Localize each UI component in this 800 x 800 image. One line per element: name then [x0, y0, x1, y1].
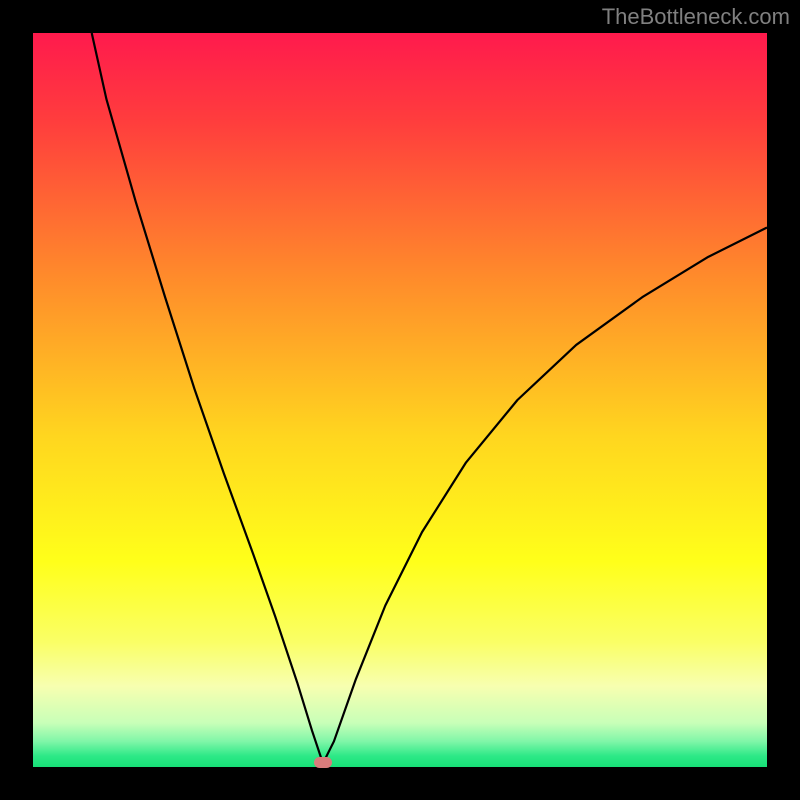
watermark-text: TheBottleneck.com [602, 4, 790, 30]
minimum-marker [314, 757, 332, 769]
chart-root: TheBottleneck.com [0, 0, 800, 800]
plot-area [33, 33, 767, 767]
bottleneck-curve [33, 33, 767, 767]
